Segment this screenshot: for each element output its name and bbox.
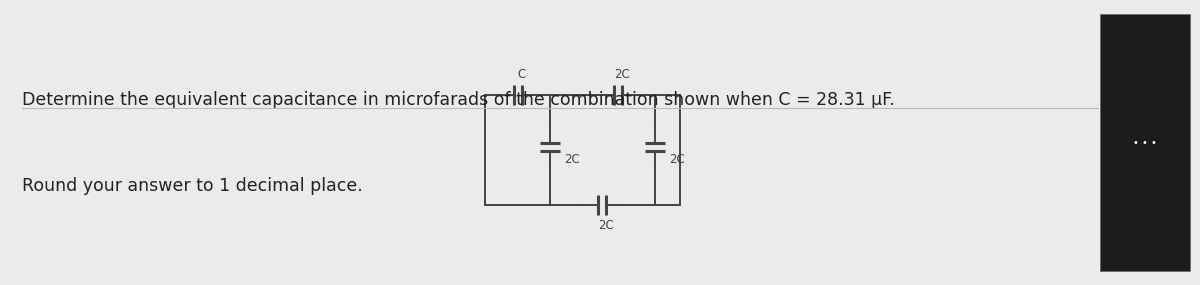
- Text: Determine the equivalent capacitance in microfarads of the combination shown whe: Determine the equivalent capacitance in …: [22, 91, 894, 109]
- Text: 2C: 2C: [614, 68, 630, 81]
- Text: 2C: 2C: [598, 219, 614, 232]
- Text: 2C: 2C: [670, 153, 685, 166]
- Text: C: C: [518, 68, 526, 81]
- Text: • • •: • • •: [1134, 137, 1157, 148]
- Text: Round your answer to 1 decimal place.: Round your answer to 1 decimal place.: [22, 177, 362, 195]
- Text: 2C: 2C: [564, 153, 580, 166]
